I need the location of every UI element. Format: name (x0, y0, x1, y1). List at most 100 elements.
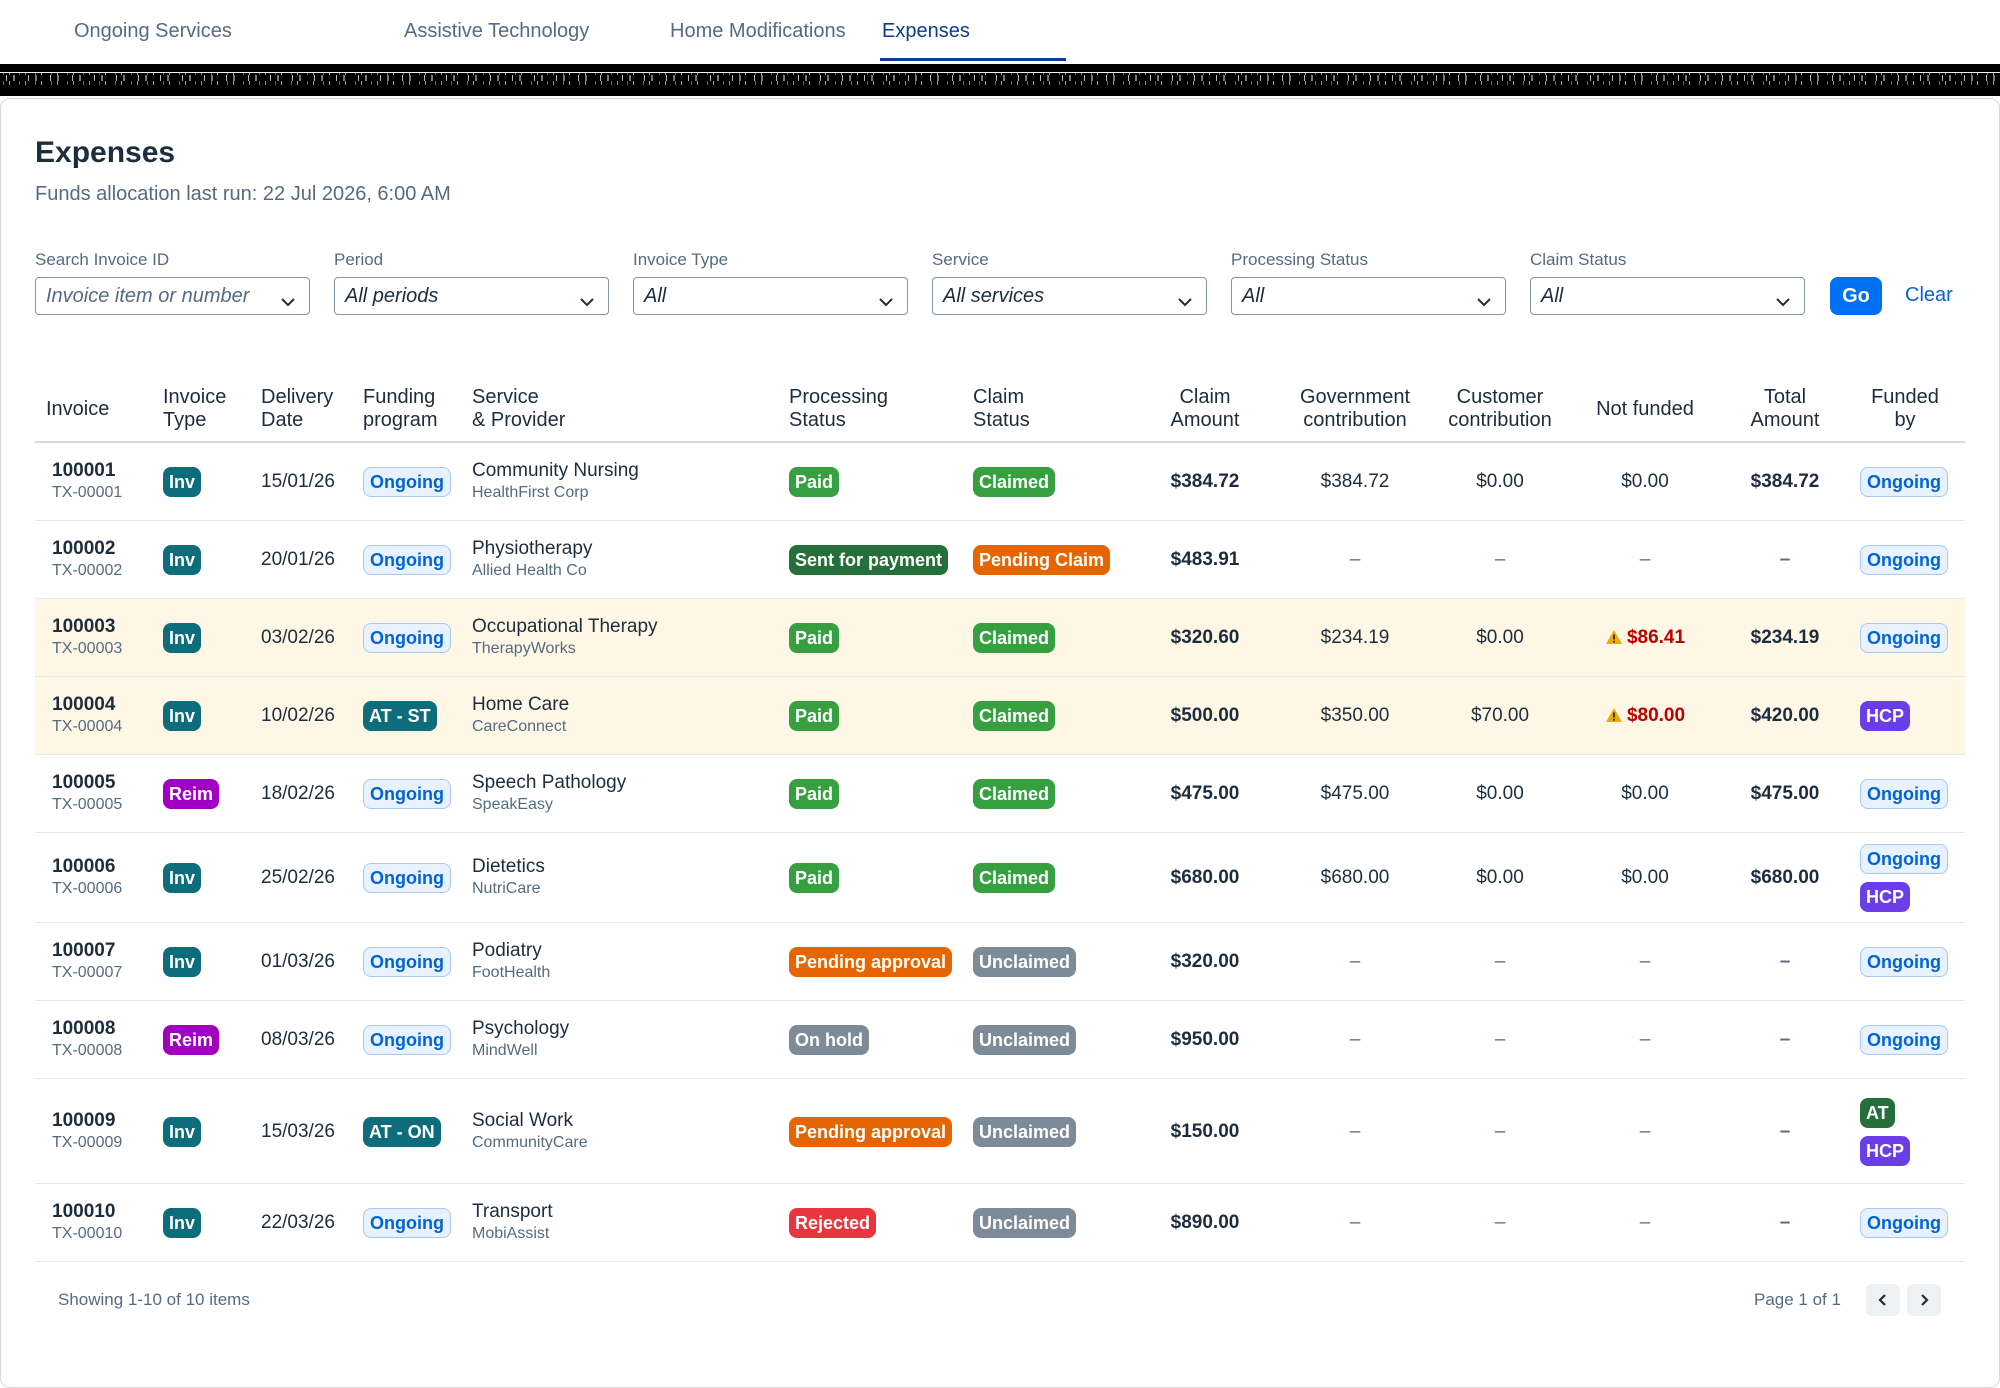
total-amount: – (1779, 1029, 1791, 1050)
chevron-down-icon[interactable] (1475, 287, 1493, 307)
col-invoice[interactable]: Invoice (46, 398, 110, 420)
invoice-id[interactable]: 100009 (52, 1109, 116, 1131)
claim-amount: $320.00 (1170, 951, 1240, 972)
funding-program-cell: Ongoing (363, 863, 451, 893)
service-cell: Occupational Therapy TherapyWorks (472, 616, 658, 658)
processing-status-cell: Paid (789, 863, 840, 893)
invoice-id[interactable]: 100003 (52, 616, 116, 637)
invoice-id[interactable]: 100006 (52, 856, 116, 877)
table-row[interactable]: 100009 TX-00009 Inv 15/03/26 AT - ON Social W… (35, 1079, 1965, 1184)
funded-by-cell: Ongoing (1860, 467, 1948, 497)
invoice-type-badge: Inv (163, 545, 202, 575)
col-claim-amount[interactable]: Claim Amount (1170, 386, 1240, 431)
funding-program-cell: Ongoing (363, 779, 451, 809)
col-claim-status[interactable]: Claim Status (973, 386, 1030, 431)
chevron-down-icon[interactable] (279, 287, 297, 307)
not-funded-amount: – (1639, 951, 1651, 972)
total-amount: $420.00 (1750, 705, 1820, 726)
funding-program-cell: Ongoing (363, 467, 451, 497)
processing-status-select[interactable]: All (1231, 277, 1506, 315)
funding-program-badge: Ongoing (363, 545, 451, 575)
col-funding-program[interactable]: Funding program (363, 386, 438, 431)
claim-status-select[interactable]: All (1530, 277, 1805, 315)
funded-by-badge: Ongoing (1860, 467, 1948, 497)
col-not-funded[interactable]: Not funded (1596, 398, 1694, 420)
processing-status-badge: Pending approval (789, 1116, 953, 1147)
funding-program-cell: Ongoing (363, 545, 451, 575)
col-service-provider[interactable]: Service & Provider (472, 386, 566, 431)
table-row[interactable]: 100008 TX-00008 Reim 08/03/26 Ongoing Psychol… (35, 1001, 1965, 1079)
chevron-down-icon[interactable] (578, 287, 596, 307)
invoice-id[interactable]: 100002 (52, 538, 116, 559)
customer-contribution: $0.00 (1476, 471, 1524, 492)
table-row[interactable]: 100001 TX-00001 Inv 15/01/26 Ongoing Communit… (35, 443, 1965, 521)
provider-name: MindWell (472, 1042, 538, 1059)
claim-status-badge: Unclaimed (973, 947, 1077, 977)
total-amount: – (1779, 1120, 1791, 1142)
invoice-id[interactable]: 100005 (52, 772, 116, 793)
claim-status-cell: Unclaimed (973, 1025, 1077, 1055)
government-contribution: $475.00 (1320, 783, 1390, 804)
processing-status-cell: Paid (789, 623, 840, 653)
prev-page-button[interactable] (1866, 1284, 1900, 1316)
col-delivery-date[interactable]: Delivery Date (261, 386, 334, 431)
chevron-down-icon[interactable] (1176, 287, 1194, 307)
filter-label: Search Invoice ID (35, 250, 170, 269)
processing-status-badge: Paid (789, 863, 840, 893)
col-processing-status[interactable]: Processing Status (789, 386, 888, 431)
service-cell: Psychology MindWell (472, 1018, 569, 1060)
funded-by-cell: Ongoing (1860, 779, 1948, 809)
search-invoice-input[interactable]: Invoice item or number (35, 277, 310, 315)
table-row[interactable]: 100002 TX-00002 Inv 20/01/26 Ongoing Physioth… (35, 521, 1965, 599)
processing-status-cell: Sent for payment (789, 545, 949, 575)
funding-program-badge: Ongoing (363, 779, 451, 809)
table-row[interactable]: 100007 TX-00007 Inv 01/03/26 Ongoing Podiatry… (35, 923, 1965, 1001)
tab-home-modifications[interactable]: Home Modifications (670, 20, 846, 42)
col-total-amount[interactable]: Total Amount (1750, 386, 1820, 431)
claim-status-cell: Claimed (973, 779, 1056, 809)
delivery-date: 08/03/26 (261, 1029, 335, 1050)
col-government-contribution[interactable]: Government contribution (1299, 386, 1411, 431)
claim-status-badge: Claimed (973, 779, 1056, 809)
table-row[interactable]: 100005 TX-00005 Reim 18/02/26 Ongoing Speech … (35, 755, 1965, 833)
table-row[interactable]: 100006 TX-00006 Inv 25/02/26 Ongoing Dietetic… (35, 833, 1965, 923)
clear-button[interactable]: Clear (1905, 284, 1953, 306)
tab-expenses[interactable]: Expenses (882, 20, 970, 42)
invoice-id[interactable]: 100010 (52, 1201, 116, 1222)
period-select[interactable]: All periods (334, 277, 609, 315)
col-customer-contribution[interactable]: Customer contribution (1448, 386, 1552, 431)
invoice-id[interactable]: 100007 (52, 940, 116, 961)
invoice-type-select[interactable]: All (633, 277, 908, 315)
chevron-down-icon[interactable] (1774, 287, 1792, 307)
service-select[interactable]: All services (932, 277, 1207, 315)
customer-contribution: – (1494, 1029, 1506, 1050)
funding-program-badge: Ongoing (363, 1208, 451, 1238)
table-row[interactable]: 100004 TX-00004 Inv 10/02/26 AT - ST Home Car… (35, 677, 1965, 755)
funded-by-item: Ongoing (1860, 947, 1948, 977)
next-page-button[interactable] (1907, 1284, 1941, 1316)
chevron-down-icon[interactable] (877, 287, 895, 307)
funded-by-item: Ongoing (1860, 623, 1948, 653)
claim-status-cell: Unclaimed (973, 947, 1077, 977)
tab-ongoing-services[interactable]: Ongoing Services (74, 20, 232, 42)
table-row[interactable]: 100003 TX-00003 Inv 03/02/26 Ongoing Occupati… (35, 599, 1965, 677)
invoice-id[interactable]: 100008 (52, 1018, 116, 1039)
customer-contribution: – (1494, 549, 1506, 570)
total-amount: $384.72 (1750, 471, 1820, 492)
tab-assistive-technology[interactable]: Assistive Technology (404, 20, 590, 42)
government-contribution: – (1349, 1029, 1361, 1050)
invoice-id[interactable]: 100004 (52, 694, 116, 715)
government-contribution: – (1349, 549, 1361, 570)
tab-bar: Ongoing Services Assistive Technology Ho… (0, 0, 2000, 64)
table-row[interactable]: 100010 TX-00010 Inv 22/03/26 Ongoing Transpor… (35, 1184, 1965, 1262)
invoice-tx: TX-00010 (52, 1225, 123, 1242)
go-button[interactable]: Go (1830, 277, 1882, 315)
invoice-type-value: All (644, 285, 667, 307)
processing-status-value: All (1242, 285, 1265, 307)
not-funded-amount: $86.41 (1626, 627, 1686, 648)
invoice-id[interactable]: 100001 (52, 460, 116, 481)
total-amount: $680.00 (1750, 867, 1820, 888)
col-funded-by[interactable]: Funded by (1871, 386, 1939, 431)
total-amount: $475.00 (1750, 783, 1820, 804)
col-invoice-type[interactable]: Invoice Type (163, 386, 227, 431)
